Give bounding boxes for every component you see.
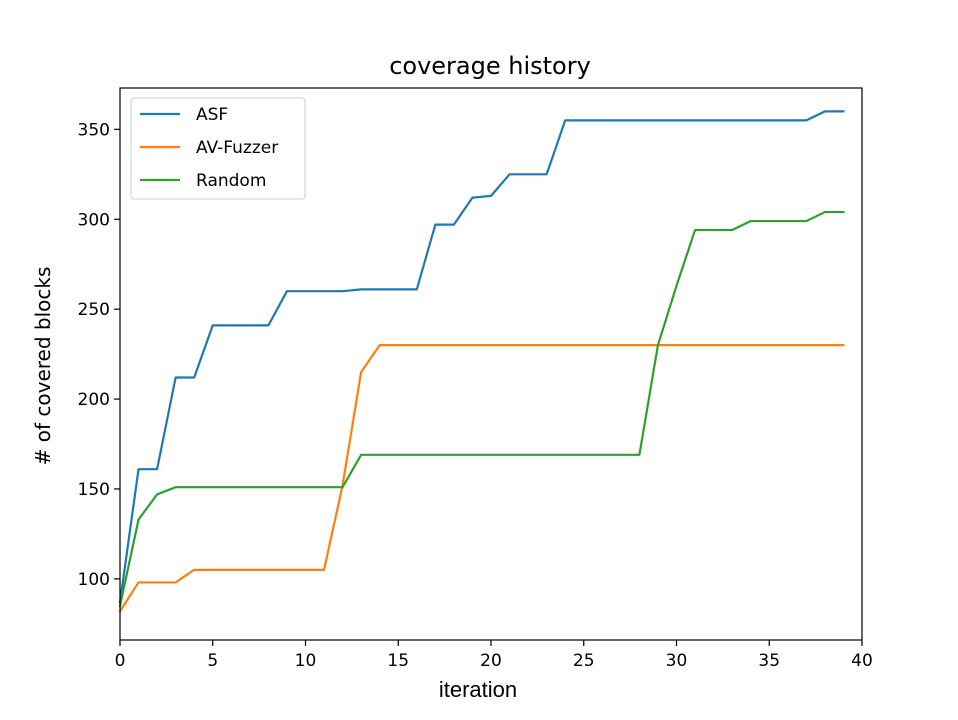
y-tick-label-3: 250 (78, 300, 110, 320)
y-tick-label-5: 350 (78, 120, 110, 140)
legend: ASF AV-Fuzzer Random (130, 97, 306, 200)
ticks-layer: 0 5 10 15 20 25 30 35 40 100 150 200 250 300 350 (78, 120, 873, 671)
y-tick-label-1: 150 (78, 480, 110, 500)
x-tick-label-2: 10 (295, 651, 317, 671)
x-tick-label-5: 25 (573, 651, 595, 671)
x-tick-label-8: 40 (851, 651, 873, 671)
chart-title: coverage history (389, 52, 591, 80)
series-line-2 (118, 210, 845, 608)
legend-label-0: ASF (196, 105, 228, 125)
y-tick-label-4: 300 (78, 210, 110, 230)
series-line-0 (118, 110, 845, 604)
plot-frame (119, 87, 863, 641)
series-line-1 (118, 344, 845, 613)
y-axis-label: # of covered blocks (31, 267, 55, 466)
legend-label-1: AV-Fuzzer (196, 138, 278, 158)
y-tick-label-2: 200 (78, 390, 110, 410)
x-axis-label: iteration (439, 677, 517, 702)
y-tick-label-0: 100 (78, 570, 110, 590)
x-tick-label-3: 15 (387, 651, 409, 671)
x-tick-label-0: 0 (115, 651, 126, 671)
legend-box (130, 97, 306, 200)
legend-label-2: Random (196, 171, 266, 191)
x-tick-label-7: 35 (758, 651, 780, 671)
x-tick-label-1: 5 (207, 651, 218, 671)
x-tick-label-6: 30 (666, 651, 688, 671)
series-layer (118, 110, 845, 613)
x-tick-label-4: 20 (480, 651, 502, 671)
